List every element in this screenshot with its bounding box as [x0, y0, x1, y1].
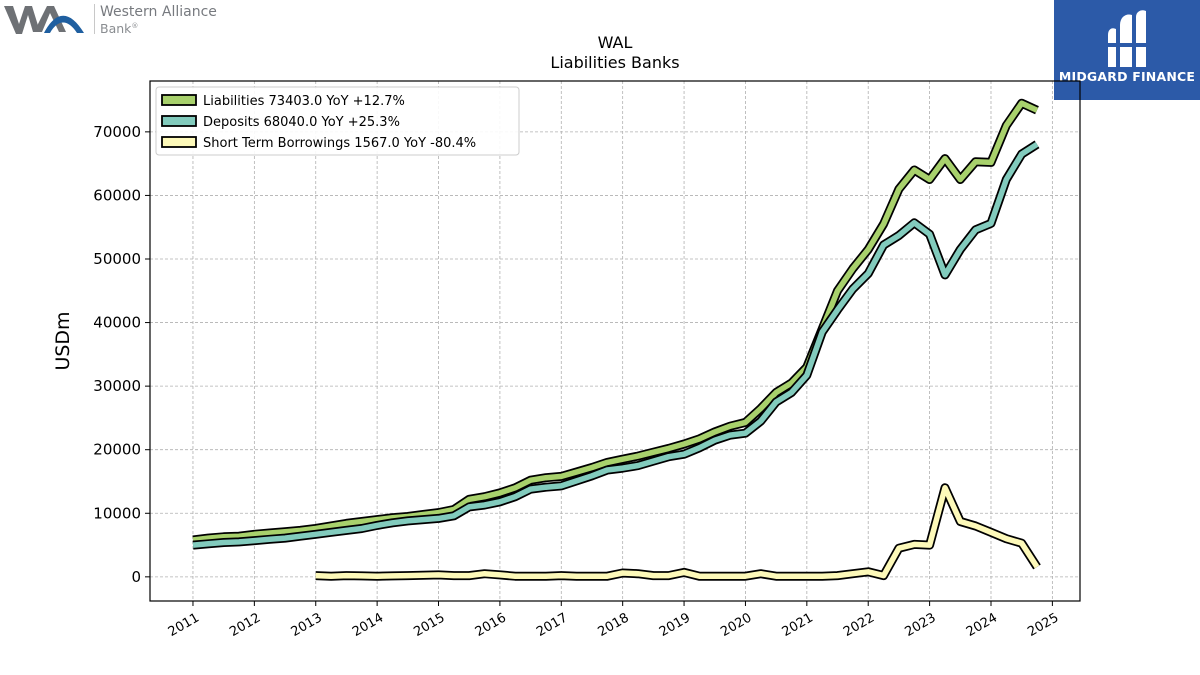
- x-tick-label: 2019: [657, 610, 693, 640]
- chart-legend: Liabilities 73403.0 YoY +12.7% Deposits 6…: [155, 86, 520, 156]
- x-tick-label: 2011: [166, 610, 202, 640]
- chart-grid: [150, 81, 1080, 601]
- x-tick-label: 2017: [534, 610, 570, 640]
- legend-entry: Short Term Borrowings 1567.0 YoY -80.4%: [203, 136, 476, 151]
- western-alliance-logo: Western Alliance Bank®: [0, 0, 230, 45]
- brand-sub: Bank®: [100, 21, 139, 36]
- chart-ticks: 2011 2012 2013 2014 2015 2016 2017 2018 2019 2020…: [93, 123, 1061, 640]
- legend-entry: Liabilities 73403.0 YoY +12.7%: [203, 94, 405, 109]
- series-line: [192, 100, 1039, 543]
- x-tick-label: 2014: [350, 610, 386, 640]
- series-line: [315, 485, 1040, 579]
- y-tick-label: 10000: [93, 504, 141, 522]
- legend-swatch: [161, 115, 197, 127]
- x-tick-label: 2025: [1025, 610, 1061, 640]
- legend-swatch: [161, 136, 197, 148]
- x-tick-label: 2022: [841, 610, 877, 640]
- y-tick-label: 40000: [93, 314, 141, 332]
- y-tick-label: 20000: [93, 441, 141, 459]
- x-tick-label: 2015: [411, 610, 447, 640]
- logo-divider: [94, 4, 95, 34]
- series-line: [192, 141, 1039, 548]
- legend-entry: Deposits 68040.0 YoY +25.3%: [203, 115, 400, 130]
- x-tick-label: 2013: [289, 610, 325, 640]
- x-tick-label: 2021: [780, 610, 816, 640]
- chart-series-layer: [192, 98, 1041, 581]
- series-1: [192, 140, 1040, 550]
- brand-name: Western Alliance: [100, 4, 217, 20]
- x-tick-label: 2023: [902, 610, 938, 640]
- x-tick-label: 2024: [964, 610, 1000, 640]
- series-0: [192, 98, 1039, 545]
- chart-title: WAL: [598, 33, 633, 52]
- wa-mark-icon: [4, 6, 84, 34]
- legend-box: [155, 86, 520, 156]
- y-tick-label: 0: [131, 568, 141, 586]
- series-line-outline: [192, 140, 1040, 550]
- series-line-outline: [192, 98, 1039, 545]
- midgard-finance-logo: MIDGARD FINANCE: [1054, 0, 1200, 100]
- y-tick-label: 60000: [93, 186, 141, 204]
- y-tick-label: 70000: [93, 123, 141, 141]
- midgard-mark-icon: [1106, 10, 1148, 67]
- series-line-outline: [315, 483, 1041, 581]
- y-axis-label: USDm: [52, 311, 74, 370]
- y-tick-label: 30000: [93, 377, 141, 395]
- chart-subtitle: Liabilities Banks: [550, 53, 679, 72]
- series-2: [315, 483, 1041, 581]
- partner-name: MIDGARD FINANCE: [1058, 69, 1196, 84]
- y-tick-label: 50000: [93, 250, 141, 268]
- plot-frame: [149, 80, 1081, 602]
- x-tick-label: 2016: [473, 610, 509, 640]
- x-tick-label: 2018: [596, 610, 632, 640]
- x-tick-label: 2012: [227, 610, 263, 640]
- x-tick-label: 2020: [718, 610, 754, 640]
- legend-swatch: [161, 94, 197, 106]
